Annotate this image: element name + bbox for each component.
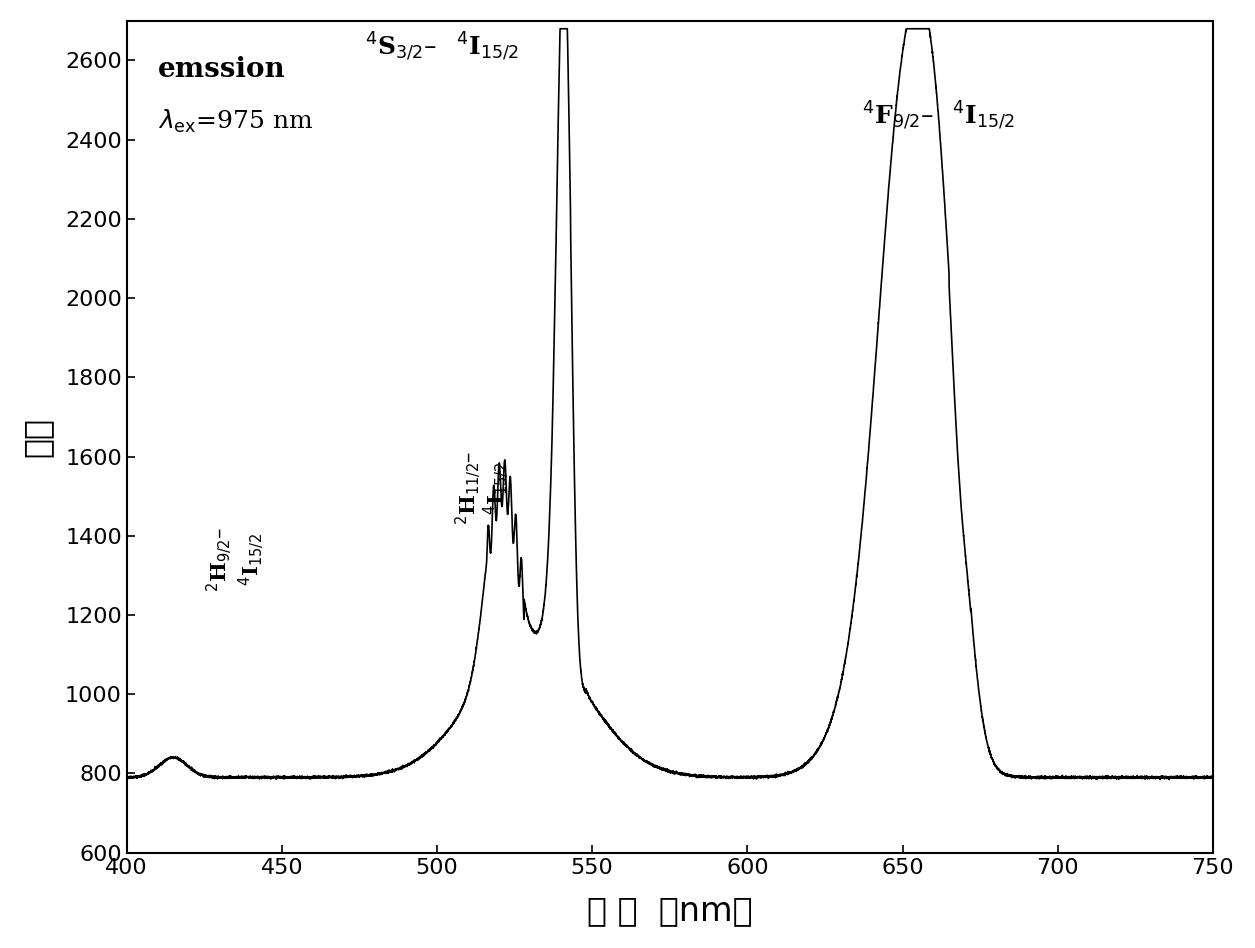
X-axis label: 波 长  （nm）: 波 长 （nm） xyxy=(587,894,753,927)
Text: $^4$I$_{15/2}$: $^4$I$_{15/2}$ xyxy=(236,533,266,586)
Text: $^4$I$_{15/2}$: $^4$I$_{15/2}$ xyxy=(953,100,1015,132)
Text: $^4$S$_{3/2}$–: $^4$S$_{3/2}$– xyxy=(365,30,437,63)
Text: $^4$F$_{9/2}$–: $^4$F$_{9/2}$– xyxy=(862,100,934,132)
Text: emssion: emssion xyxy=(158,57,285,83)
Text: $^2$H$_{11/2}$–: $^2$H$_{11/2}$– xyxy=(453,451,483,525)
Text: $\lambda_{\rm ex}$=975 nm: $\lambda_{\rm ex}$=975 nm xyxy=(158,108,314,136)
Text: $^4$I$_{15/2}$: $^4$I$_{15/2}$ xyxy=(456,30,518,63)
Text: $^4$I$_{15/2}$: $^4$I$_{15/2}$ xyxy=(481,462,511,515)
Y-axis label: 强度: 强度 xyxy=(21,417,54,457)
Text: $^2$H$_{9/2}$–: $^2$H$_{9/2}$– xyxy=(205,527,235,592)
